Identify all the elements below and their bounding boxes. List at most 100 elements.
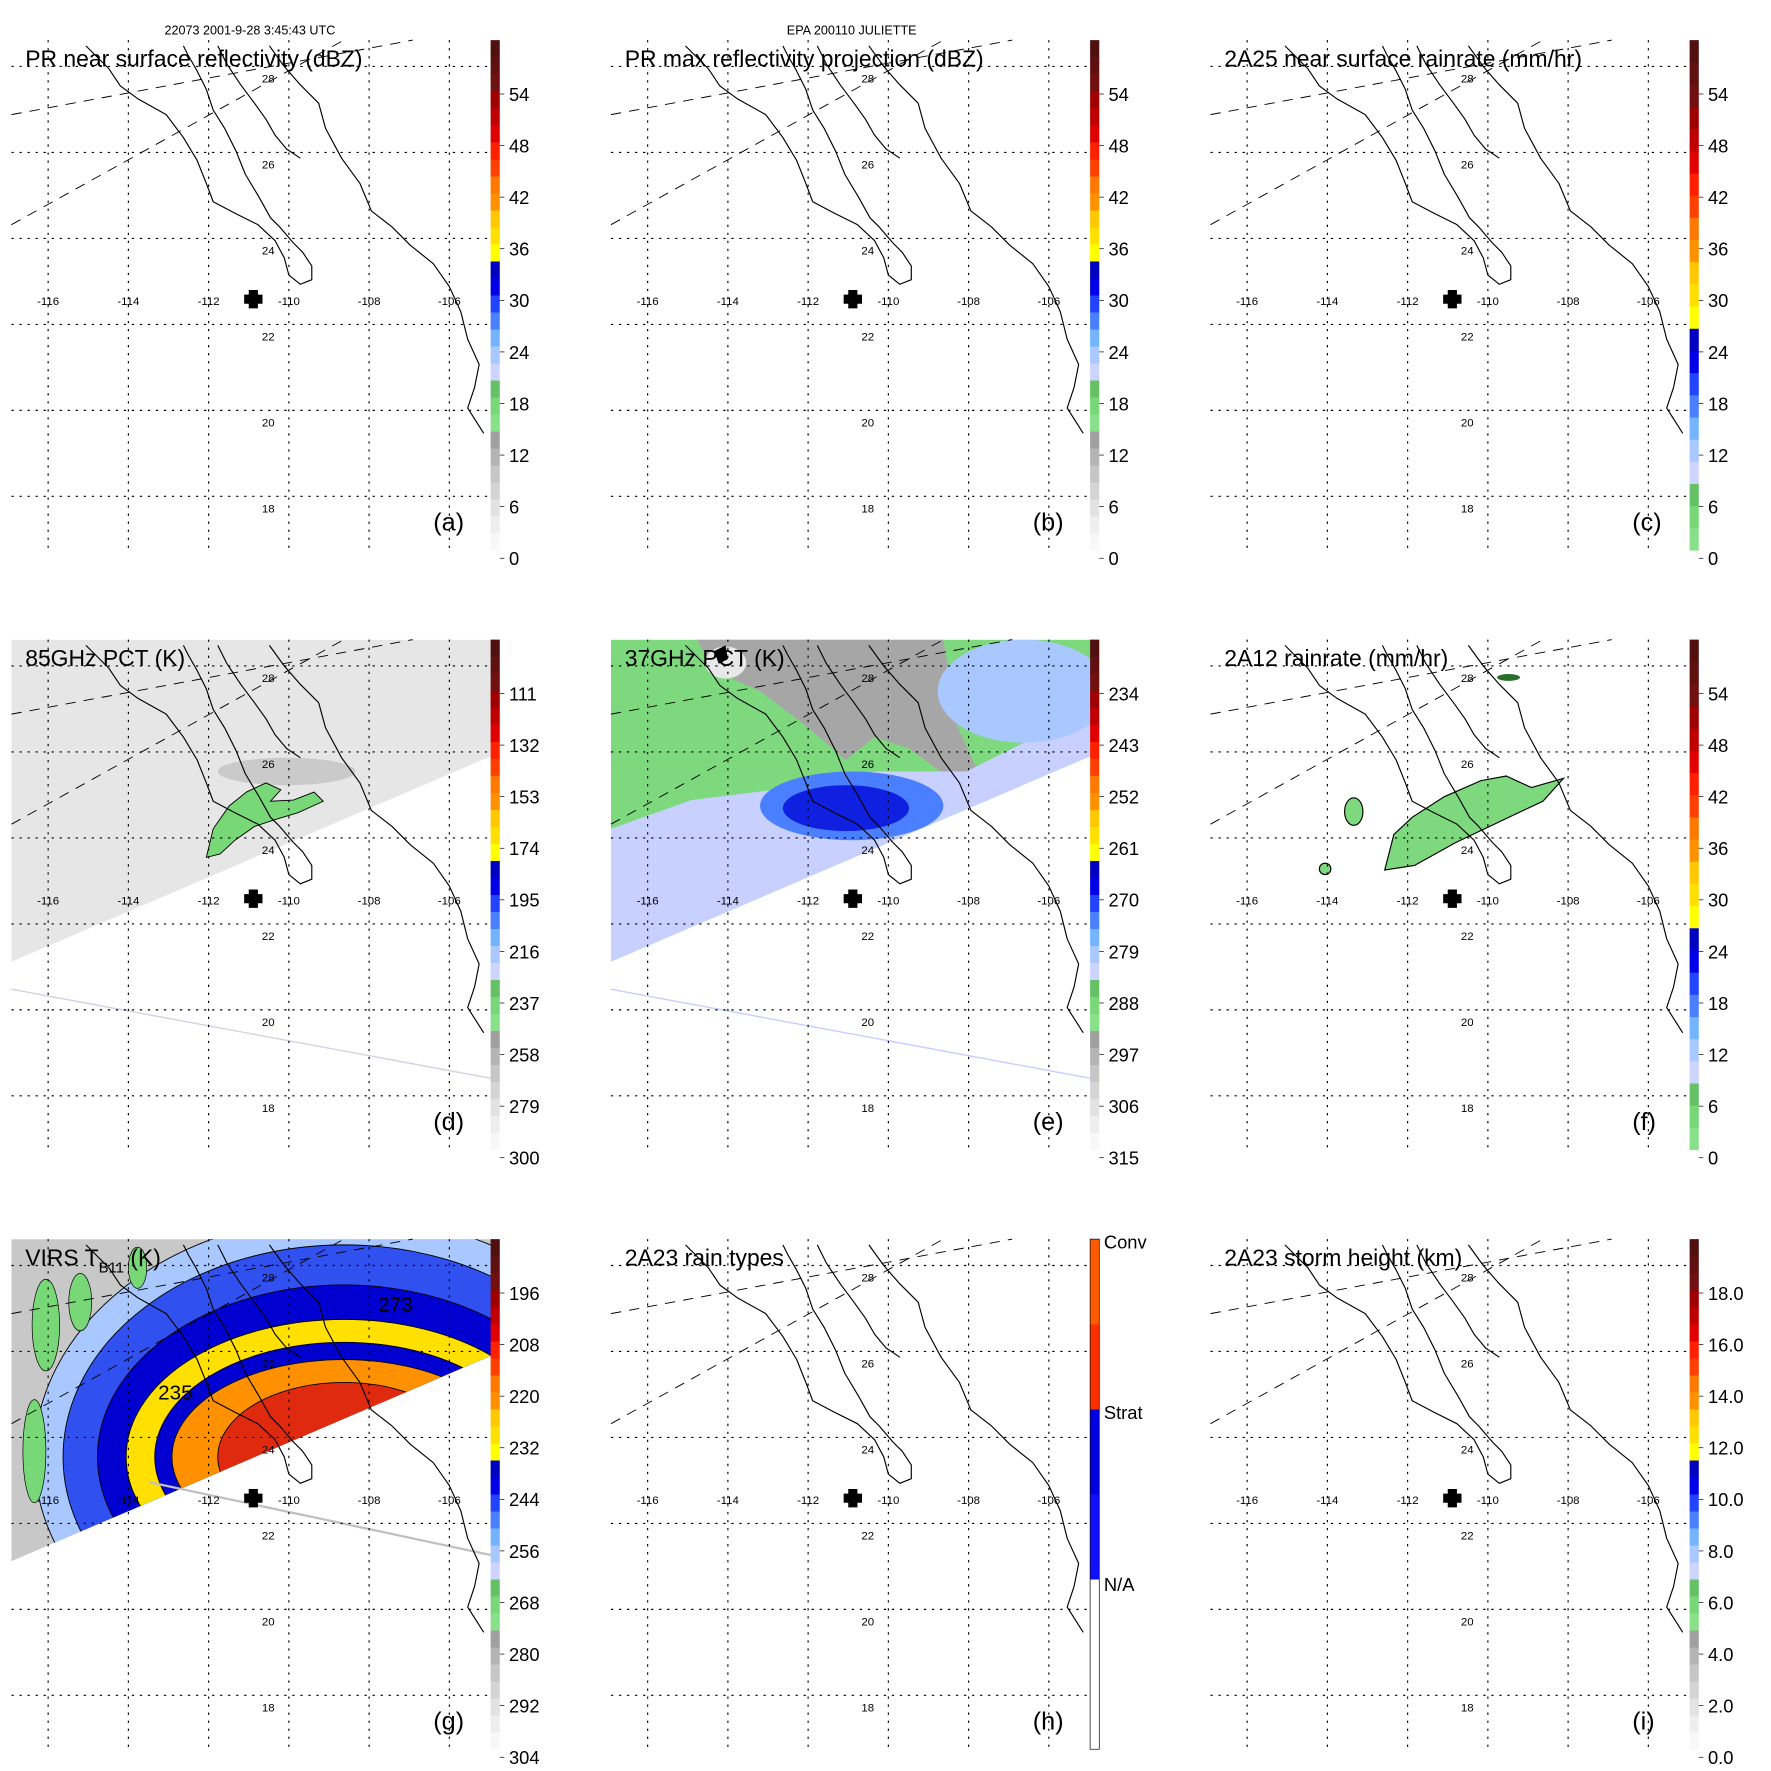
colorbar-segment (1090, 329, 1100, 347)
colorbar-segment (1689, 1596, 1699, 1614)
longitude-label: -108 (1557, 296, 1580, 308)
colorbar-segment (1689, 1732, 1699, 1750)
colorbar-segment (490, 448, 500, 466)
colorbar-label: 36 (1108, 239, 1128, 260)
colorbar-segment (1689, 1392, 1699, 1410)
colorbar-class-label: Conv (1104, 1231, 1148, 1252)
colorbar-segment (1689, 84, 1699, 107)
colorbar-label: 234 (1108, 683, 1139, 704)
colorbar-segment (490, 996, 500, 1015)
colorbar-class-label: N/A (1104, 1574, 1135, 1595)
convective-area (205, 782, 325, 859)
colorbar: 234 243 252 261 270 279 288 297 306 315 (1090, 639, 1139, 1169)
colorbar-segment (490, 1341, 500, 1359)
colorbar-segment (1689, 1324, 1699, 1342)
panel-title: 85GHz PCT (K) (25, 645, 185, 671)
longitude-label: -106 (1037, 1495, 1060, 1507)
colorbar-label: 4.0 (1708, 1644, 1733, 1665)
colorbar-segment (1090, 673, 1100, 691)
colorbar: 18.0 16.0 14.0 12.0 10.0 8.0 6.0 4.0 2.0 0.0 (1689, 1239, 1744, 1768)
colorbar-segment (1689, 284, 1699, 307)
colorbar-segment (1090, 1494, 1100, 1580)
colorbar-segment (1090, 826, 1100, 845)
colorbar-label: 237 (509, 993, 540, 1014)
colorbar-label: 6.0 (1708, 1592, 1733, 1613)
longitude-label: -108 (1557, 1495, 1580, 1507)
panel-letter: (d) (433, 1108, 464, 1136)
coastline (217, 1244, 301, 1358)
coastline (685, 45, 912, 285)
latitude-label: 24 (1461, 845, 1474, 857)
panel-title: 2A25 near surface rainrate (mm/hr) (1224, 45, 1582, 71)
latitude-label: 20 (861, 1017, 874, 1029)
swath-edge-line (610, 1238, 1013, 1315)
colorbar-segment (1090, 690, 1100, 708)
colorbar-segment (1689, 1647, 1699, 1665)
colorbar-segment (1689, 772, 1699, 796)
colorbar-segment (490, 1307, 500, 1325)
colorbar-label: 18.0 (1708, 1283, 1744, 1304)
colorbar-segment (1090, 295, 1100, 313)
latitude-label: 24 (262, 1444, 275, 1456)
coastline (816, 45, 901, 159)
longitude-label: -114 (717, 296, 740, 308)
plus-icon (244, 1489, 263, 1508)
cloud-patch (31, 1278, 60, 1372)
panel-d: -116 -114 -112 -110 -108 -106 28 26 24 22 20 18 85GH… (11, 639, 540, 1169)
colorbar-segment (1090, 809, 1100, 828)
longitude-label: -110 (1477, 895, 1499, 907)
colorbar-segment (1689, 661, 1699, 685)
longitude-label: -116 (37, 895, 59, 907)
longitude-label: -114 (717, 895, 740, 907)
colorbar-segment (490, 74, 500, 92)
colorbar-segment (1689, 439, 1699, 462)
colorbar-segment (490, 1715, 500, 1733)
panel-title-suffix: (K) (124, 1244, 161, 1270)
colorbar-segment (1689, 1358, 1699, 1376)
scattering-region (937, 639, 1093, 743)
colorbar-label: 54 (1108, 84, 1128, 105)
colorbar-segment (490, 1494, 500, 1512)
colorbar-label: 268 (509, 1592, 540, 1613)
colorbar-segment (490, 1596, 500, 1614)
colorbar-label: 279 (509, 1096, 540, 1117)
contour-label: 273 (378, 1293, 412, 1316)
colorbar-segment (1090, 176, 1100, 194)
longitude-label: -116 (37, 296, 59, 308)
colorbar-segment (1689, 306, 1699, 329)
colorbar-segment (490, 1013, 500, 1032)
colorbar-segment (1090, 1013, 1100, 1032)
latitude-label: 26 (1461, 1359, 1474, 1371)
coastline (816, 1244, 901, 1358)
colorbar-segment (1689, 528, 1699, 551)
colorbar-segment (1090, 911, 1100, 930)
colorbar-segment (1689, 927, 1699, 951)
colorbar-segment (1689, 1630, 1699, 1648)
longitude-label: -110 (278, 895, 300, 907)
latitude-label: 20 (262, 1017, 275, 1029)
colorbar-label: 252 (1108, 787, 1139, 808)
colorbar-segment (490, 894, 500, 913)
colorbar-label: 24 (1708, 342, 1728, 363)
colorbar-segment (490, 1613, 500, 1631)
colorbar-label: 216 (509, 941, 540, 962)
colorbar-label: 6 (509, 497, 519, 518)
colorbar-label: 18 (1708, 993, 1728, 1014)
colorbar-segment (490, 741, 500, 759)
colorbar-segment (490, 1732, 500, 1750)
coastline (1284, 45, 1512, 285)
latitude-label: 26 (861, 160, 874, 172)
colorbar-segment (1090, 843, 1100, 862)
colorbar-segment (1689, 1443, 1699, 1461)
panel-letter: (g) (433, 1708, 464, 1736)
colorbar-segment (490, 312, 500, 330)
swath-edge-line (1210, 1238, 1612, 1315)
longitude-label: -110 (877, 296, 899, 308)
colorbar-label: 220 (509, 1386, 540, 1407)
latitude-label: 24 (861, 1444, 874, 1456)
colorbar-label: 6 (1108, 497, 1118, 518)
longitude-label: -108 (358, 296, 381, 308)
colorbar-segment (490, 176, 500, 194)
colorbar-segment (1090, 346, 1100, 364)
colorbar-segment (490, 911, 500, 930)
